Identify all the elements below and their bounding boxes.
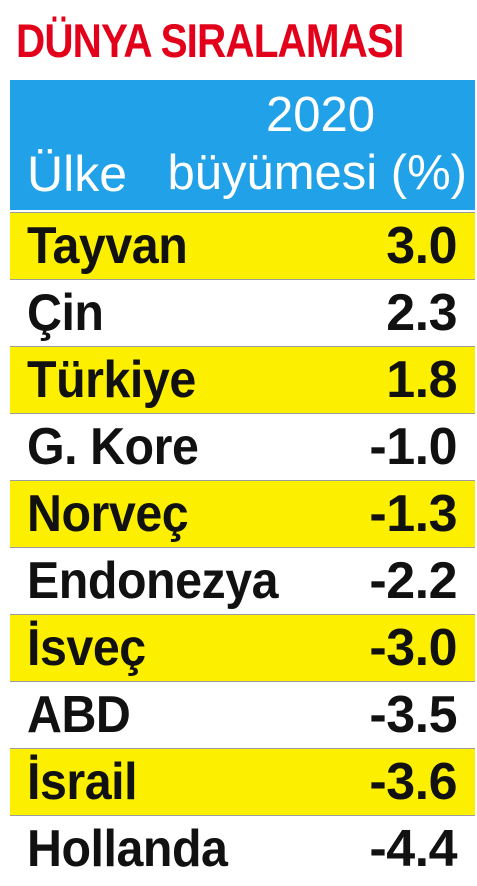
growth-header-year: 2020 xyxy=(265,88,375,142)
table-row: Tayvan 3.0 xyxy=(10,212,475,279)
table-row: Hollanda -4.4 xyxy=(10,815,475,882)
growth-value-cell: -3.0 xyxy=(369,619,457,677)
page-title: DÜNYA SIRALAMASI xyxy=(16,14,404,67)
country-cell: Endonezya xyxy=(27,552,279,610)
table-row: Çin 2.3 xyxy=(10,279,475,346)
growth-value-cell: 2.3 xyxy=(386,284,457,342)
country-cell: G. Kore xyxy=(27,418,199,476)
table-row: İsrail -3.6 xyxy=(10,748,475,815)
table-row: İsveç -3.0 xyxy=(10,614,475,681)
growth-value-cell: -3.5 xyxy=(369,686,457,744)
country-cell: Norveç xyxy=(27,485,189,543)
growth-value-cell: -1.0 xyxy=(369,418,457,476)
growth-header-label: büyümesi (%) xyxy=(167,146,467,200)
growth-value-cell: 3.0 xyxy=(386,217,457,275)
table-row: Norveç -1.3 xyxy=(10,480,475,547)
country-cell: Türkiye xyxy=(27,351,196,409)
growth-value-cell: -4.4 xyxy=(369,820,457,878)
growth-value-cell: -2.2 xyxy=(369,552,457,610)
table-row: G. Kore -1.0 xyxy=(10,413,475,480)
country-cell: ABD xyxy=(27,686,131,744)
growth-value-cell: -1.3 xyxy=(369,485,457,543)
table-header: Ülke 2020 büyümesi (%) xyxy=(10,80,475,210)
growth-column-header: 2020 büyümesi (%) xyxy=(167,86,467,202)
growth-value-cell: 1.8 xyxy=(386,351,457,409)
growth-value-cell: -3.6 xyxy=(369,753,457,811)
country-cell: Hollanda xyxy=(27,820,228,878)
country-column-header: Ülke xyxy=(27,146,128,202)
table-row: Türkiye 1.8 xyxy=(10,346,475,413)
country-cell: Tayvan xyxy=(27,217,188,275)
table-row: Endonezya -2.2 xyxy=(10,547,475,614)
table-body: Tayvan 3.0 Çin 2.3 Türkiye 1.8 G. Kore -1.0 Norv… xyxy=(10,212,475,882)
country-cell: İsrail xyxy=(27,753,138,811)
country-cell: Çin xyxy=(27,284,104,342)
table-row: ABD -3.5 xyxy=(10,681,475,748)
country-cell: İsveç xyxy=(27,619,146,677)
